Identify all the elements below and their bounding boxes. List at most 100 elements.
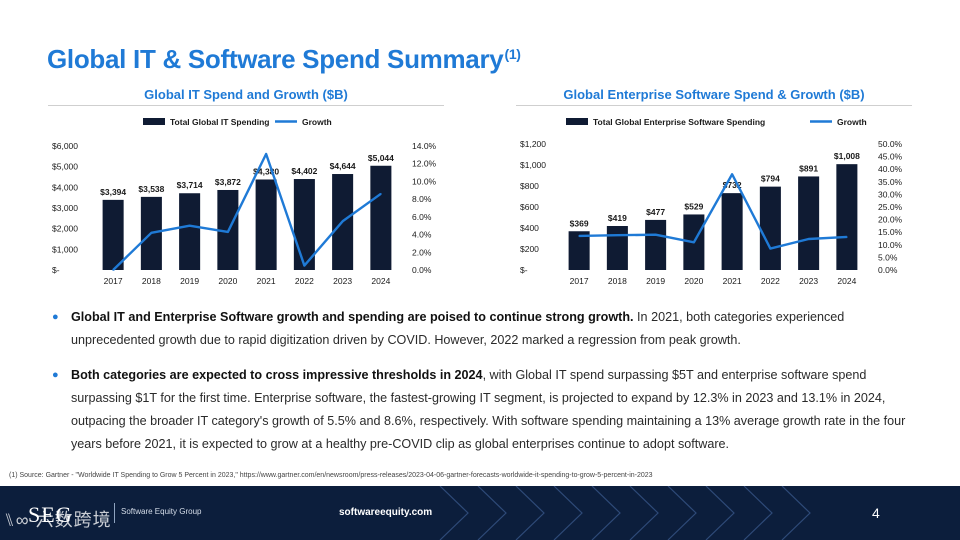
x-tick-label: 2022 [761, 276, 780, 286]
bar [179, 193, 201, 270]
x-tick-label: 2018 [608, 276, 627, 286]
bar-value-label: $891 [799, 163, 818, 173]
bullet-text: Both categories are expected to cross im… [52, 364, 912, 456]
legend-label: Growth [302, 117, 332, 127]
growth-point [693, 241, 695, 244]
x-tick-label: 2023 [333, 276, 352, 286]
growth-point [227, 231, 229, 233]
growth-point [112, 269, 114, 271]
y-right-tick-label: 14.0% [412, 141, 437, 151]
bar [759, 186, 781, 270]
title-footnote-ref: (1) [504, 46, 521, 62]
x-tick-label: 2024 [371, 276, 390, 286]
growth-point [846, 236, 848, 238]
y-right-tick-label: 50.0% [878, 139, 903, 149]
y-left-tick-label: $- [520, 265, 528, 275]
x-tick-label: 2024 [837, 276, 856, 286]
logo-divider [114, 503, 115, 523]
legend-label: Total Global IT Spending [170, 117, 269, 127]
page-number: 4 [872, 505, 880, 521]
legend-label: Total Global Enterprise Software Spendin… [593, 117, 765, 127]
chevron-pattern-icon [439, 486, 811, 540]
x-tick-label: 2020 [218, 276, 237, 286]
y-right-tick-label: 0.0% [412, 265, 432, 275]
watermark: ⑊∞ 六数跨境 [4, 510, 112, 530]
x-tick-label: 2019 [646, 276, 665, 286]
bar-value-label: $3,872 [215, 177, 241, 187]
bar-value-label: $4,380 [253, 166, 279, 176]
bullet-body-text: , with Global IT spend surpassing $5T an… [71, 368, 906, 451]
x-tick-label: 2021 [257, 276, 276, 286]
global-it-chart-plot: Total Global IT Spending Growth $- $1,000 $2… [52, 117, 437, 286]
y-right-tick-label: 4.0% [412, 230, 432, 240]
y-right-tick-label: 0.0% [878, 265, 898, 275]
bar-value-label: $732 [723, 180, 742, 190]
growth-point [150, 232, 153, 234]
bar [606, 226, 628, 270]
chart-title: Global Enterprise Software Spend & Growt… [516, 84, 912, 106]
bar [721, 193, 743, 270]
bar [645, 219, 667, 270]
bar-value-label: $4,644 [330, 161, 356, 171]
bar-value-label: $3,394 [100, 187, 126, 197]
x-tick-label: 2017 [104, 276, 123, 286]
bullet-item: ● Global IT and Enterprise Software grow… [52, 306, 912, 352]
bar-value-label: $3,714 [177, 180, 203, 190]
growth-point [769, 247, 772, 250]
page-title-text: Global IT & Software Spend Summary [47, 44, 504, 74]
x-tick-label: 2019 [180, 276, 199, 286]
chart-title: Global IT Spend and Growth ($B) [48, 84, 444, 106]
growth-point [731, 173, 733, 176]
y-left-tick-label: $4,000 [52, 182, 78, 192]
y-right-tick-label: 2.0% [412, 247, 432, 257]
y-right-tick-label: 45.0% [878, 152, 903, 162]
bullet-dot-icon: ● [52, 311, 59, 323]
page-title: Global IT & Software Spend Summary(1) [47, 44, 521, 75]
y-right-tick-label: 8.0% [412, 194, 432, 204]
enterprise-software-chart-plot: Total Global Enterprise Software Spendin… [520, 117, 903, 286]
bullet-bold-text: Both categories are expected to cross im… [71, 368, 483, 382]
x-tick-label: 2020 [684, 276, 703, 286]
bar-value-label: $1,008 [834, 151, 860, 161]
x-tick-label: 2023 [799, 276, 818, 286]
y-left-tick-label: $1,000 [52, 244, 78, 254]
company-name: Software Equity Group [121, 507, 202, 516]
y-left-tick-label: $800 [520, 181, 539, 191]
x-tick-label: 2017 [570, 276, 589, 286]
y-left-tick-label: $600 [520, 202, 539, 212]
y-left-tick-label: $200 [520, 244, 539, 254]
bar-value-label: $794 [761, 174, 780, 184]
y-left-tick-label: $1,200 [520, 139, 546, 149]
bullet-text: Global IT and Enterprise Software growth… [52, 306, 912, 352]
seg-logo: SEG [28, 502, 73, 527]
website-link[interactable]: softwareequity.com [339, 507, 433, 518]
y-right-tick-label: 35.0% [878, 177, 903, 187]
bullet-body-text: In 2021, both categories experienced unp… [71, 310, 845, 347]
legend-bar-swatch [566, 118, 588, 125]
bar-value-label: $369 [570, 218, 589, 228]
y-left-tick-label: $3,000 [52, 203, 78, 213]
y-right-tick-label: 10.0% [878, 240, 903, 250]
bar-value-label: $529 [684, 201, 703, 211]
growth-point [188, 224, 191, 227]
y-right-tick-label: 6.0% [412, 212, 432, 222]
x-tick-label: 2022 [295, 276, 314, 286]
bar [836, 164, 858, 270]
growth-point [807, 238, 810, 240]
y-left-tick-label: $2,000 [52, 224, 78, 234]
bar [798, 176, 820, 270]
y-right-tick-label: 30.0% [878, 189, 903, 199]
legend-bar-swatch [143, 118, 165, 125]
y-left-tick-label: $6,000 [52, 141, 78, 151]
source-footnote: (1) Source: Gartner - "Worldwide IT Spen… [9, 472, 653, 479]
y-right-tick-label: 5.0% [878, 252, 898, 262]
y-left-tick-label: $5,000 [52, 162, 78, 172]
bar [370, 165, 392, 270]
growth-point [616, 234, 619, 237]
bar-value-label: $5,044 [368, 153, 394, 163]
growth-point [341, 220, 344, 223]
bullet-dot-icon: ● [52, 369, 59, 381]
bar-value-label: $477 [646, 207, 665, 217]
y-right-tick-label: 40.0% [878, 164, 903, 174]
bar [255, 179, 277, 270]
